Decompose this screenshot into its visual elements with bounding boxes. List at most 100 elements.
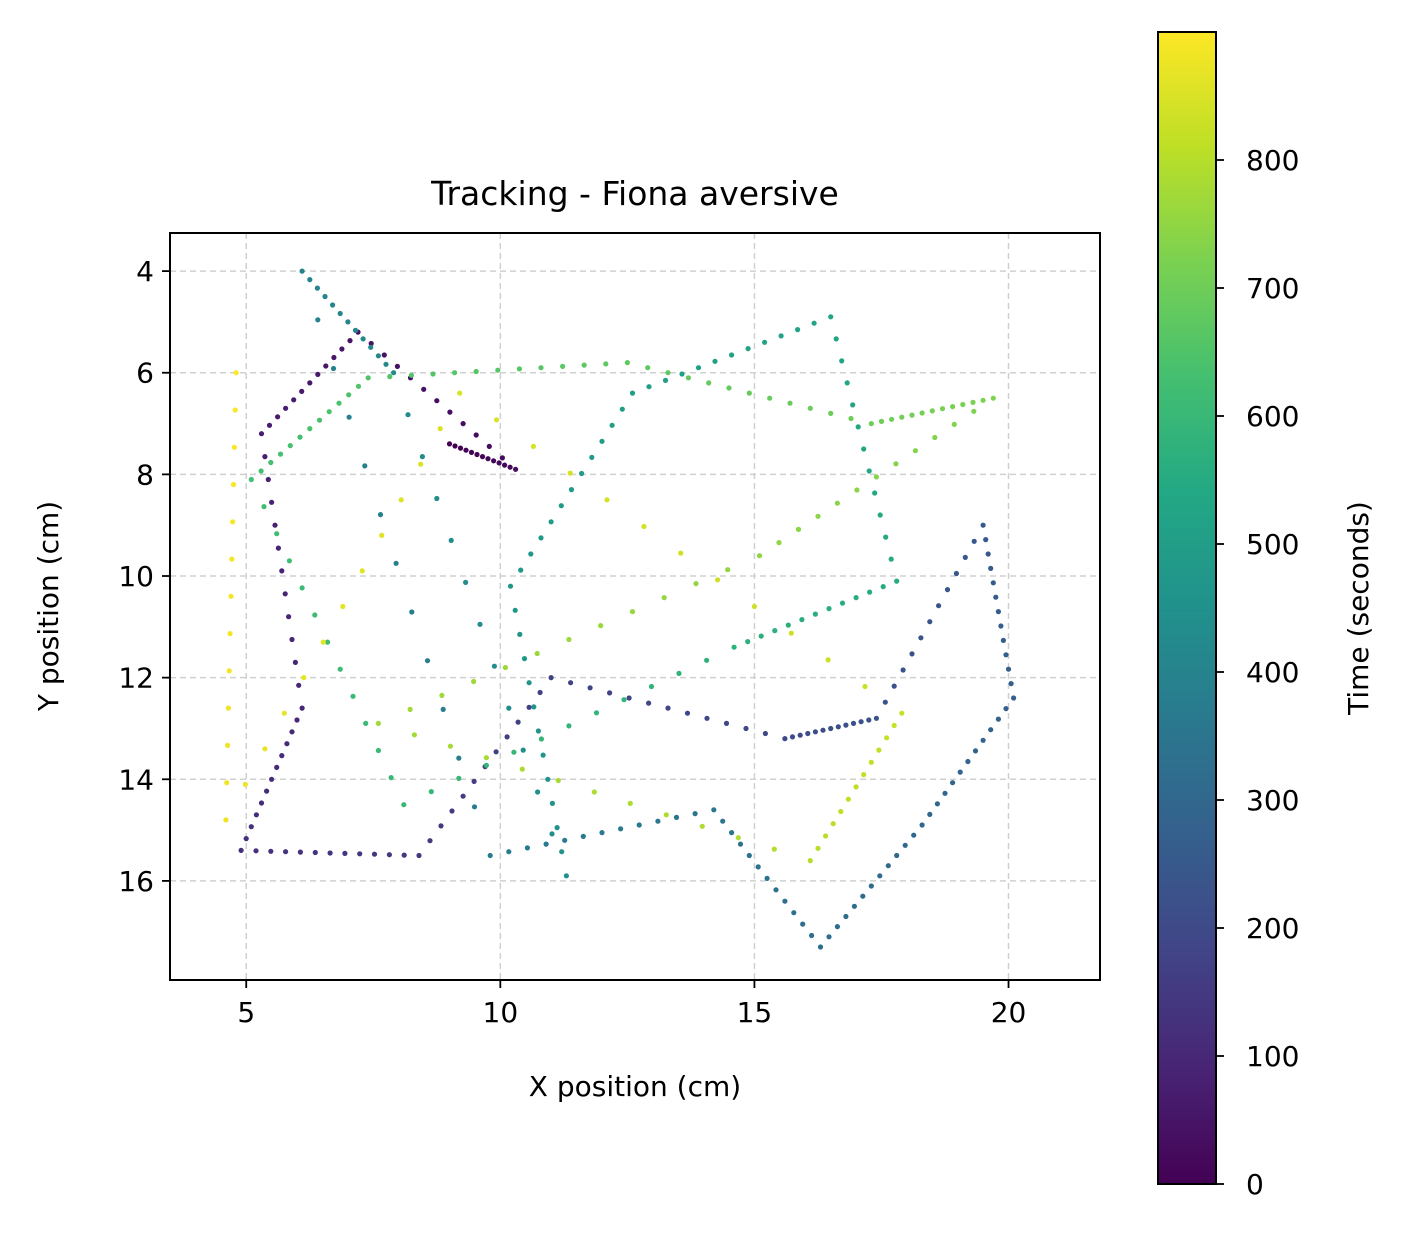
trajectory-point xyxy=(936,603,942,609)
trajectory-point xyxy=(526,704,532,710)
trajectory-point xyxy=(292,659,298,666)
trajectory-point xyxy=(391,370,397,376)
trajectory-point xyxy=(812,729,819,735)
trajectory-point xyxy=(704,715,710,721)
trajectory-point xyxy=(231,444,237,450)
trajectory-point xyxy=(911,832,917,838)
trajectory-point xyxy=(502,664,508,671)
trajectory-point xyxy=(307,380,313,386)
colorbar-tick-label: 500 xyxy=(1246,528,1299,561)
trajectory-point xyxy=(314,285,320,291)
trajectory-point xyxy=(261,504,267,510)
trajectory-point xyxy=(883,534,889,540)
trajectory-point xyxy=(253,812,259,818)
trajectory-point xyxy=(253,848,259,854)
trajectory-point xyxy=(848,415,854,422)
trajectory-point xyxy=(839,600,846,606)
trajectory-point xyxy=(275,545,281,551)
trajectory-point xyxy=(833,336,839,342)
trajectory-point xyxy=(995,716,1002,722)
trajectory-point xyxy=(751,603,758,610)
trajectory-point xyxy=(330,302,336,308)
trajectory-point xyxy=(299,268,305,274)
trajectory-point xyxy=(296,682,302,688)
trajectory-point xyxy=(452,443,458,449)
y-tick-label: 4 xyxy=(136,255,154,288)
trajectory-point xyxy=(357,851,363,857)
trajectory-point xyxy=(439,692,445,699)
trajectory-point xyxy=(878,418,885,424)
trajectory-point xyxy=(1003,706,1009,712)
trajectory-point xyxy=(646,700,652,706)
trajectory-point xyxy=(315,317,321,323)
y-tick-label: 8 xyxy=(136,458,154,491)
trajectory-point xyxy=(266,422,273,428)
trajectory-point xyxy=(538,535,544,541)
trajectory-point xyxy=(345,319,351,325)
trajectory-point xyxy=(398,497,404,503)
trajectory-point xyxy=(990,395,996,401)
colorbar-label: Time (seconds) xyxy=(1342,501,1375,716)
trajectory-point xyxy=(471,804,478,810)
trajectory-point xyxy=(868,883,874,889)
trajectory-point xyxy=(330,365,337,372)
trajectory-point xyxy=(648,683,655,690)
trajectory-point xyxy=(711,807,717,813)
trajectory-point xyxy=(641,523,647,530)
trajectory-point xyxy=(401,852,407,858)
trajectory-point xyxy=(474,451,480,458)
colorbar-tick-label: 800 xyxy=(1246,144,1299,177)
trajectory-point xyxy=(324,639,331,645)
trajectory-point xyxy=(538,365,544,371)
trajectory-point xyxy=(795,327,801,333)
trajectory-point xyxy=(507,464,513,470)
trajectory-point xyxy=(223,817,229,823)
trajectory-point xyxy=(706,380,712,386)
trajectory-point xyxy=(758,633,764,639)
trajectory-point xyxy=(673,814,680,821)
trajectory-point xyxy=(972,748,979,754)
trajectory-point xyxy=(867,589,873,595)
trajectory-point xyxy=(286,558,292,564)
trajectory-point xyxy=(548,519,554,525)
trajectory-point xyxy=(312,612,318,618)
trajectory-point xyxy=(877,512,883,518)
trajectory-point xyxy=(855,424,861,430)
trajectory-point xyxy=(776,540,782,546)
trajectory-point xyxy=(331,354,337,361)
trajectory-point xyxy=(448,537,454,544)
trajectory-point xyxy=(540,752,546,758)
trajectory-point xyxy=(826,606,832,612)
trajectory-point xyxy=(828,314,834,320)
trajectory-point xyxy=(375,747,381,754)
trajectory-point xyxy=(990,580,996,586)
trajectory-point xyxy=(560,363,566,369)
trajectory-point xyxy=(834,500,841,506)
colorbar-tick-label: 400 xyxy=(1246,656,1299,689)
trajectory-point xyxy=(767,395,773,401)
trajectory-point xyxy=(233,370,239,376)
trajectory-point xyxy=(619,406,625,412)
trajectory-point xyxy=(262,746,268,752)
trajectory-point xyxy=(224,780,230,786)
trajectory-point xyxy=(962,554,968,561)
trajectory-point xyxy=(927,619,933,625)
trajectory-point xyxy=(424,658,431,664)
trajectory-point xyxy=(457,390,463,396)
trajectory-point xyxy=(678,550,684,556)
trajectory-point xyxy=(838,808,844,815)
trajectory-point xyxy=(850,402,856,408)
trajectory-point xyxy=(339,346,345,352)
trajectory-point xyxy=(265,476,271,483)
trajectory-point xyxy=(1000,637,1007,644)
trajectory-point xyxy=(854,487,860,493)
trajectory-point xyxy=(226,668,232,674)
trajectory-point xyxy=(408,372,414,378)
trajectory-layer xyxy=(223,268,1017,950)
trajectory-point xyxy=(970,399,976,405)
trajectory-point xyxy=(495,367,501,373)
trajectory-point xyxy=(521,656,528,662)
trajectory-point xyxy=(457,445,464,451)
trajectory-point xyxy=(386,852,392,858)
